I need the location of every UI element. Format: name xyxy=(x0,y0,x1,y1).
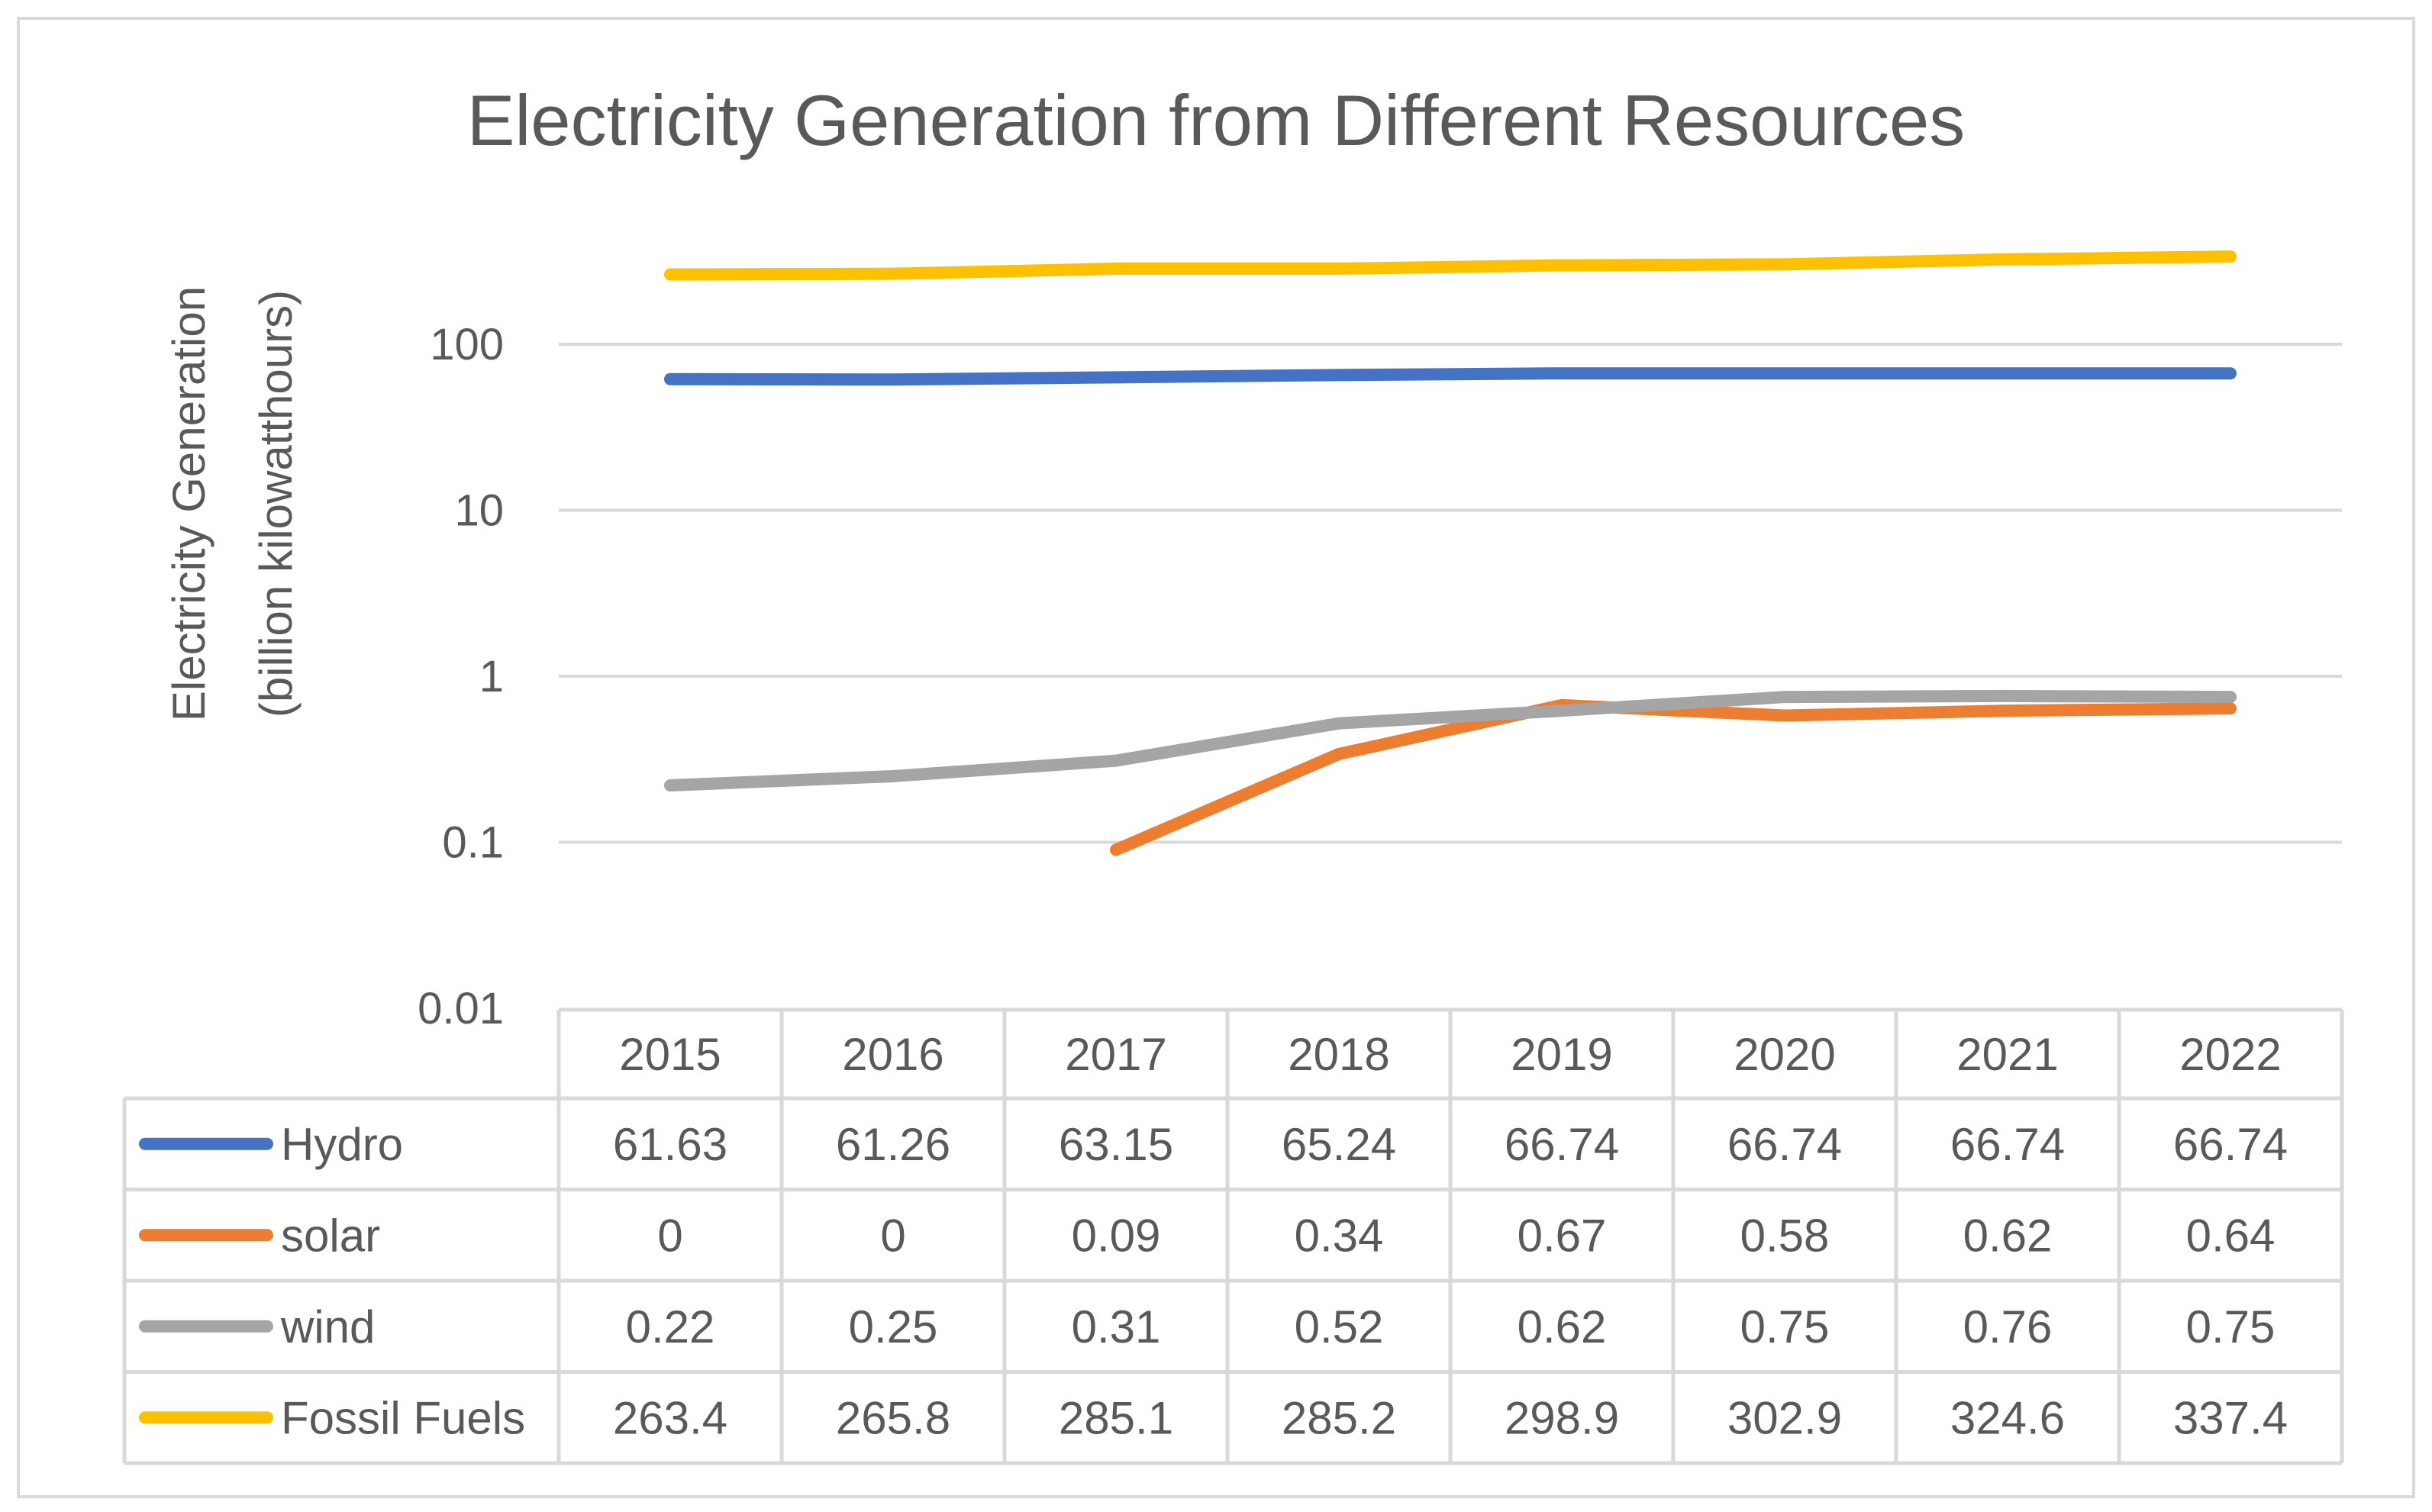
data-label: 337.4 xyxy=(2173,1392,2288,1443)
y-axis-title-line-2: (billion kilowatthours) xyxy=(250,290,302,717)
data-label: 66.74 xyxy=(2173,1119,2288,1170)
data-label: 285.1 xyxy=(1059,1392,1173,1443)
series-line-hydro xyxy=(664,367,2237,386)
data-label: 0.76 xyxy=(1963,1301,2053,1352)
y-axis-title-line-1: Electricity Generation xyxy=(163,286,214,721)
y-tick-labels: 100 10 1 0.1 0.01 xyxy=(418,320,504,1033)
data-label: 263.4 xyxy=(613,1392,727,1443)
data-label: 66.74 xyxy=(1505,1119,1619,1170)
y-tick-label: 0.1 xyxy=(442,818,504,868)
data-label: 0.64 xyxy=(2186,1210,2276,1261)
y-tick-label: 100 xyxy=(430,320,504,369)
series-lines xyxy=(664,250,2237,856)
data-label: 0.75 xyxy=(1740,1301,1830,1352)
chart-title: Electricity Generation from Different Re… xyxy=(467,80,1966,160)
data-label: 324.6 xyxy=(1950,1392,2065,1443)
data-label: 0.31 xyxy=(1072,1301,1161,1352)
data-label: 65.24 xyxy=(1282,1119,1396,1170)
x-tick-label: 2015 xyxy=(619,1029,721,1080)
data-label: 0.34 xyxy=(1295,1210,1384,1261)
data-label: 0.52 xyxy=(1295,1301,1384,1352)
x-tick-label: 2017 xyxy=(1065,1029,1166,1080)
data-label: 302.9 xyxy=(1727,1392,1842,1443)
data-label: 61.26 xyxy=(836,1119,950,1170)
series-line-solar xyxy=(1110,698,2237,856)
data-label: 0.09 xyxy=(1072,1210,1161,1261)
data-label: 66.74 xyxy=(1950,1119,2065,1170)
x-tick-label: 2018 xyxy=(1288,1029,1389,1080)
series-line-wind xyxy=(664,689,2237,792)
data-label: 0.75 xyxy=(2186,1301,2276,1352)
x-tick-label: 2020 xyxy=(1734,1029,1835,1080)
data-label: 0.67 xyxy=(1518,1210,1607,1261)
legend-label: wind xyxy=(280,1301,375,1352)
data-label: 298.9 xyxy=(1505,1392,1619,1443)
data-label: 63.15 xyxy=(1059,1119,1173,1170)
data-label: 285.2 xyxy=(1282,1392,1396,1443)
y-tick-label: 0.01 xyxy=(418,984,504,1033)
gridlines xyxy=(559,343,2342,844)
data-label: 61.63 xyxy=(613,1119,727,1170)
x-tick-label: 2021 xyxy=(1956,1029,2058,1080)
data-label: 0.62 xyxy=(1963,1210,2053,1261)
y-tick-label: 10 xyxy=(454,486,504,536)
legend-label: Hydro xyxy=(281,1119,403,1170)
data-label: 0 xyxy=(880,1210,905,1261)
x-tick-label: 2016 xyxy=(842,1029,943,1080)
data-label: 265.8 xyxy=(836,1392,950,1443)
data-label: 66.74 xyxy=(1727,1119,1842,1170)
series-line-fossil-fuels xyxy=(664,250,2237,281)
legend-label: Fossil Fuels xyxy=(281,1392,525,1443)
data-label: 0.58 xyxy=(1740,1210,1830,1261)
legend-label: solar xyxy=(281,1210,380,1261)
data-label: 0.25 xyxy=(849,1301,938,1352)
y-axis-title: Electricity Generation (billion kilowatt… xyxy=(163,286,302,721)
data-label: 0.22 xyxy=(626,1301,715,1352)
data-label: 0.62 xyxy=(1518,1301,1607,1352)
data-table: 2015 2016 2017 2018 2019 2020 2021 2022 Hydro 61.… xyxy=(122,1007,2344,1465)
data-label: 0 xyxy=(657,1210,682,1261)
y-tick-label: 1 xyxy=(479,652,504,701)
x-tick-label: 2022 xyxy=(2179,1029,2281,1080)
x-tick-label: 2019 xyxy=(1511,1029,1612,1080)
chart-border xyxy=(17,17,2415,1498)
